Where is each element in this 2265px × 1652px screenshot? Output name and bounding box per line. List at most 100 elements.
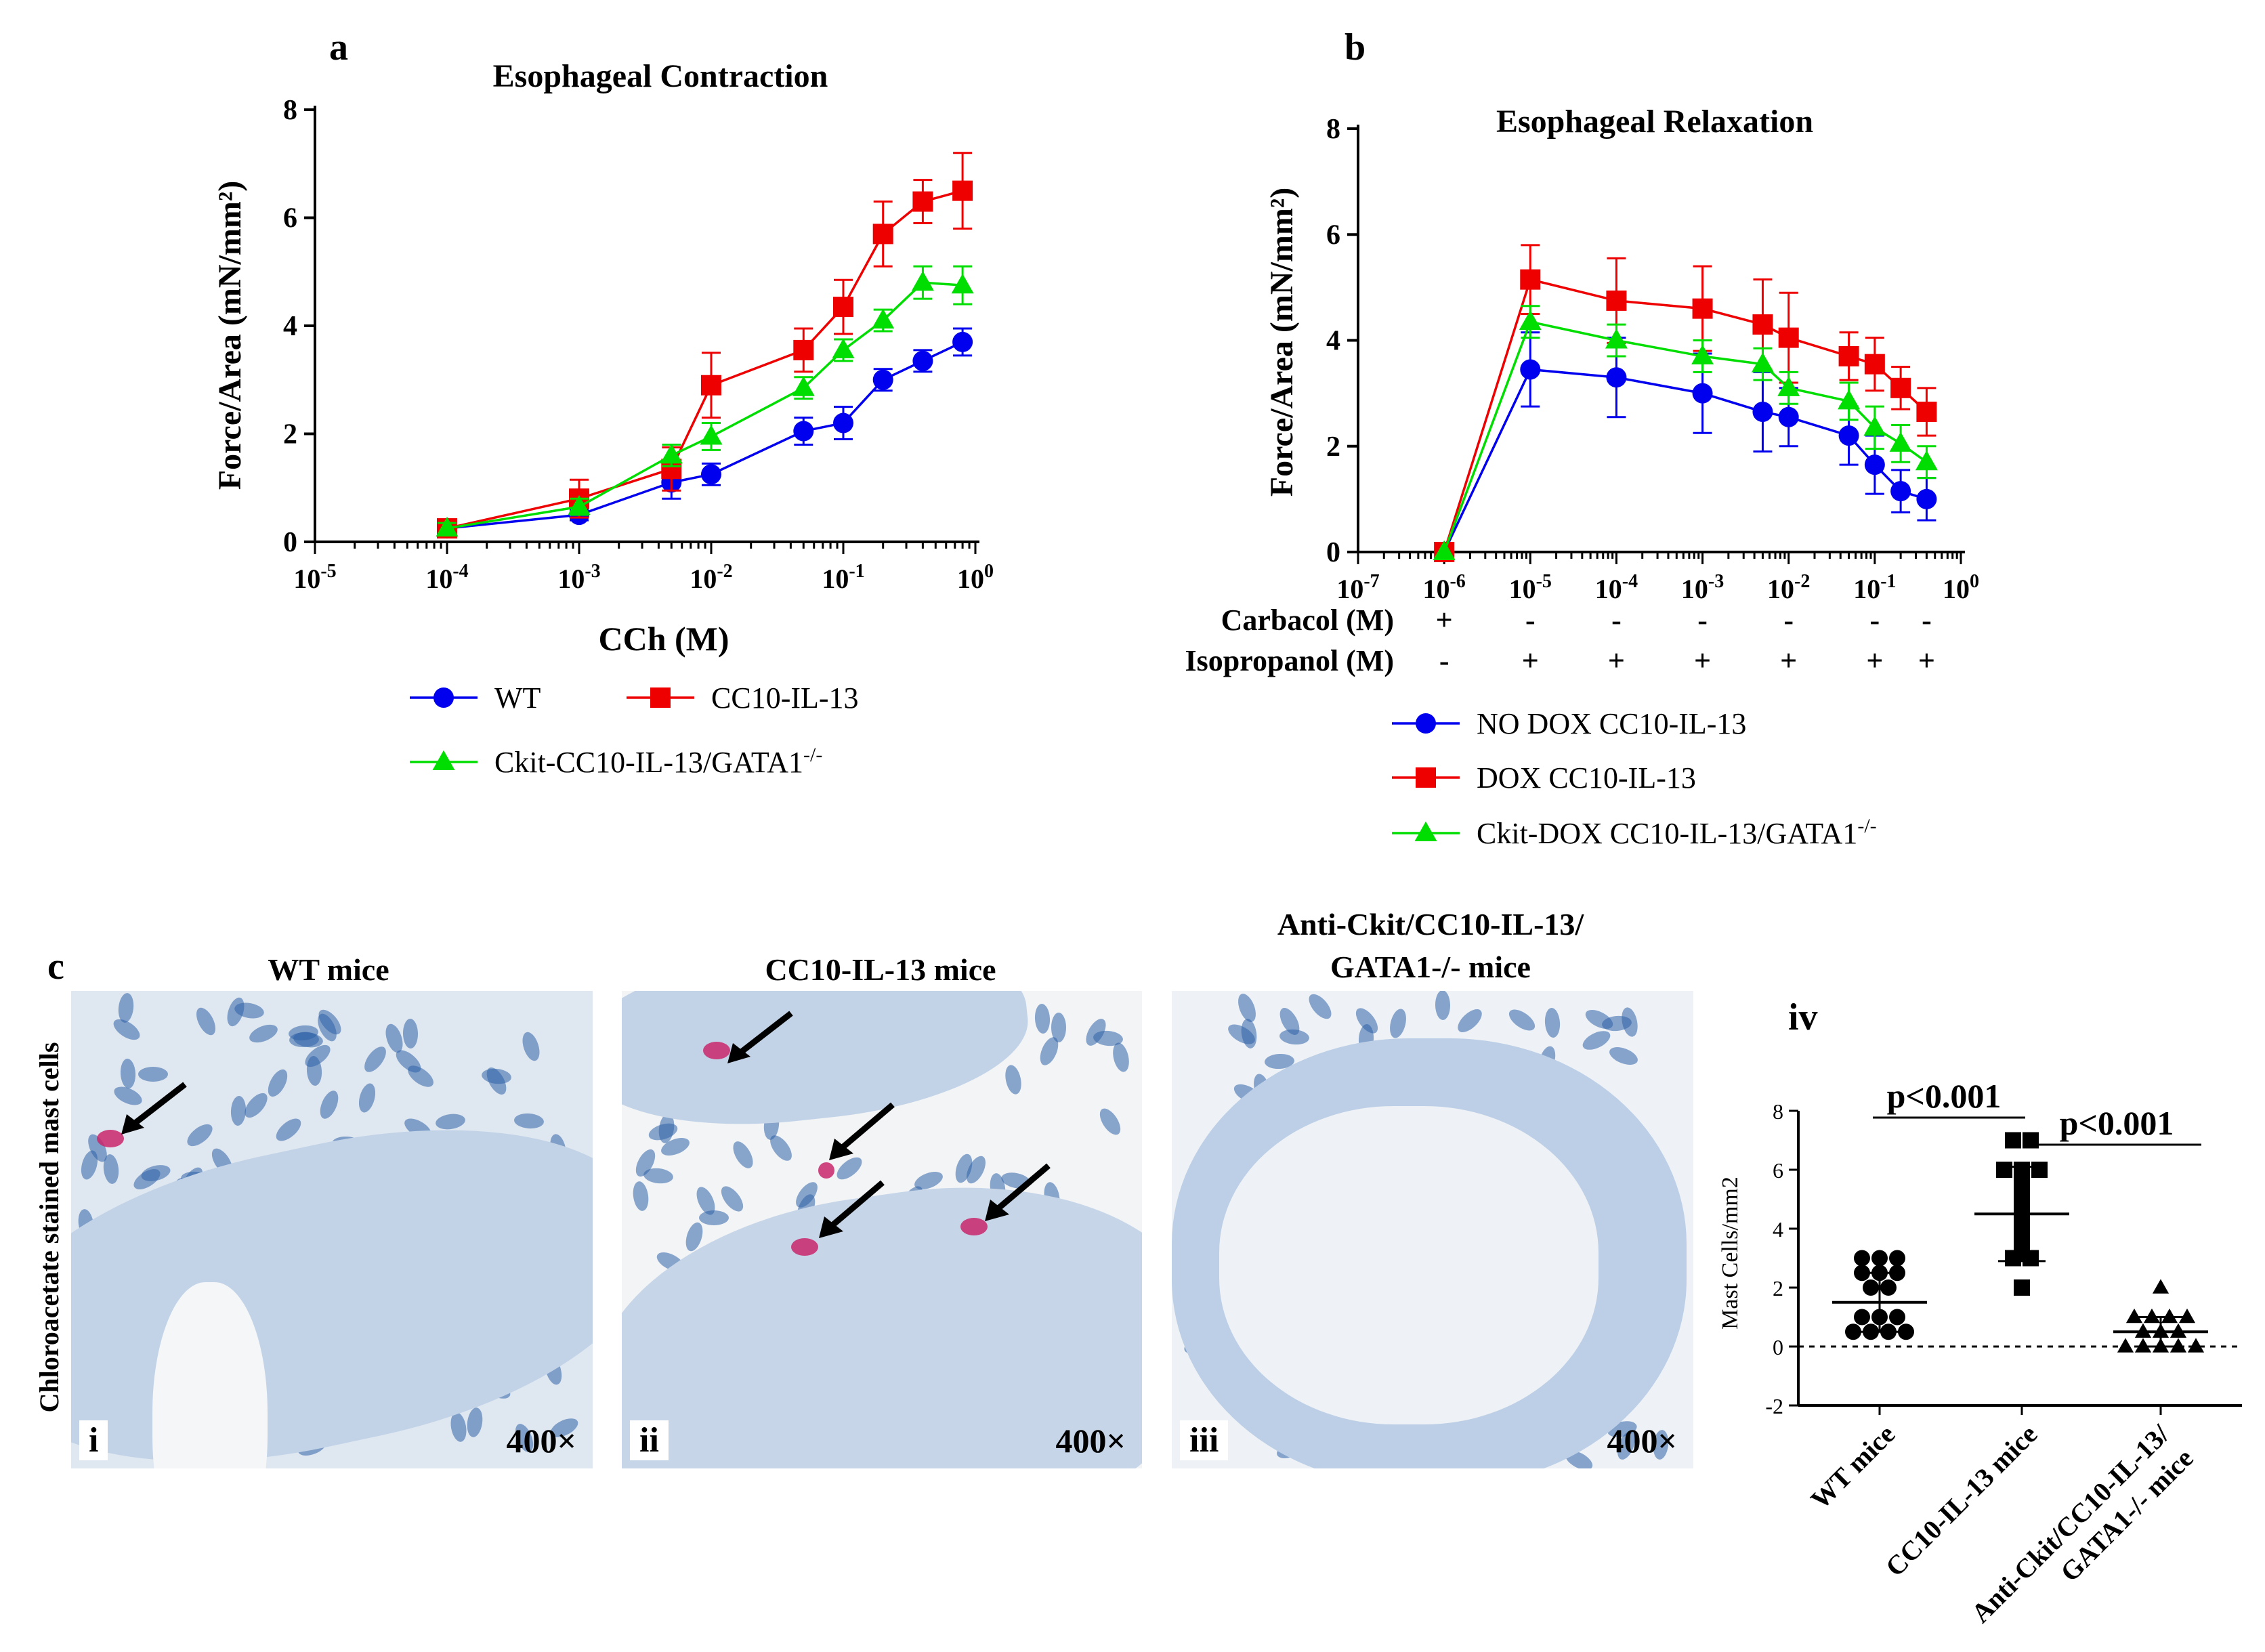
p-value-label: p<0.001 bbox=[2060, 1104, 2174, 1142]
chart-b-conditions: Carbacol (M) + - - - - - - Isopropanol (M) - + + + + +… bbox=[1185, 603, 1935, 677]
legend-label: CC10-IL-13 bbox=[711, 681, 859, 715]
legend-marker bbox=[433, 687, 454, 708]
data-point bbox=[1752, 401, 1773, 422]
condition-sign: - bbox=[1439, 644, 1449, 677]
legend-marker bbox=[1416, 713, 1436, 734]
micrograph-label: i bbox=[79, 1420, 108, 1460]
legend-marker bbox=[432, 750, 455, 770]
data-point bbox=[568, 494, 591, 515]
data-point bbox=[1854, 1250, 1870, 1267]
data-point bbox=[1880, 1279, 1897, 1296]
lumen bbox=[1219, 1106, 1599, 1424]
y-tick-label: 6 bbox=[1326, 219, 1340, 251]
data-point bbox=[1777, 376, 1800, 396]
data-point bbox=[1692, 383, 1713, 404]
condition-sign: + bbox=[1522, 644, 1539, 677]
data-point bbox=[1864, 354, 1885, 375]
x-tick-label: 10-6 bbox=[1422, 571, 1465, 604]
panel-label-c: c bbox=[47, 946, 64, 988]
data-point bbox=[2031, 1162, 2048, 1178]
micrograph-label: ii bbox=[630, 1420, 669, 1460]
y-tick-label: 2 bbox=[1773, 1276, 1783, 1300]
data-point bbox=[1854, 1309, 1870, 1326]
legend-label: Ckit-CC10-IL-13/GATA1-/- bbox=[494, 744, 822, 779]
data-point bbox=[1606, 290, 1627, 311]
data-point bbox=[2178, 1308, 2196, 1323]
data-point bbox=[2152, 1279, 2169, 1294]
y-tick-label: 0 bbox=[1773, 1335, 1783, 1359]
condition-sign: + bbox=[1780, 644, 1797, 677]
series-line bbox=[1443, 278, 1928, 553]
y-tick-label: 8 bbox=[1773, 1099, 1783, 1124]
micrograph-title-wt: WT mice bbox=[268, 952, 389, 987]
data-point bbox=[2023, 1250, 2039, 1267]
micrograph-title-anti-ckit-1: Anti-Ckit/CC10-IL-13/ bbox=[1277, 907, 1585, 941]
y-tick-label: -2 bbox=[1765, 1394, 1783, 1418]
condition-sign: + bbox=[1918, 644, 1935, 677]
x-tick-label: 10-2 bbox=[1767, 571, 1810, 604]
mast-cell bbox=[960, 1218, 988, 1235]
series-line bbox=[1443, 368, 1927, 553]
x-tick-label: 10-5 bbox=[293, 561, 336, 594]
data-point bbox=[2005, 1132, 2021, 1149]
data-point bbox=[912, 191, 933, 212]
condition-sign: - bbox=[1697, 603, 1708, 637]
y-tick-label: 4 bbox=[283, 311, 297, 342]
data-point bbox=[1996, 1162, 2012, 1178]
legend-label: WT bbox=[494, 681, 541, 715]
data-point bbox=[1863, 416, 1886, 436]
y-tick-label: 0 bbox=[1326, 537, 1340, 568]
chart-a-title: Esophageal Contraction bbox=[493, 58, 828, 94]
legend-label: NO DOX CC10-IL-13 bbox=[1477, 707, 1746, 740]
data-point bbox=[2125, 1308, 2143, 1323]
arrow-icon bbox=[121, 1082, 187, 1135]
chart-a-xlabel: CCh (M) bbox=[598, 620, 729, 658]
arrow-icon bbox=[819, 1180, 885, 1238]
data-point bbox=[1519, 310, 1542, 331]
condition-label: Carbacol (M) bbox=[1221, 603, 1394, 637]
micrograph-title-cc10: CC10-IL-13 mice bbox=[765, 952, 996, 987]
x-tick-label: 10-1 bbox=[822, 561, 864, 594]
legend-marker bbox=[650, 687, 671, 708]
data-point bbox=[700, 425, 723, 445]
data-point bbox=[2005, 1250, 2021, 1267]
data-point bbox=[2134, 1338, 2152, 1353]
chart-b-title: Esophageal Relaxation bbox=[1496, 104, 1813, 140]
arrow-icon bbox=[829, 1102, 895, 1160]
condition-sign: - bbox=[1870, 603, 1880, 637]
data-point bbox=[701, 464, 721, 485]
legend-marker bbox=[1414, 821, 1437, 841]
data-point bbox=[2169, 1338, 2187, 1353]
legend-label: DOX CC10-IL-13 bbox=[1477, 761, 1696, 795]
x-tick-label: 100 bbox=[957, 561, 994, 594]
data-point bbox=[701, 375, 721, 396]
data-point bbox=[1778, 327, 1799, 348]
data-point bbox=[2187, 1338, 2205, 1353]
data-point bbox=[793, 339, 814, 360]
series-line bbox=[1443, 320, 1928, 553]
data-point bbox=[911, 270, 934, 291]
data-point bbox=[793, 421, 814, 442]
x-tick-label: 10-5 bbox=[1509, 571, 1552, 604]
data-point bbox=[1605, 329, 1628, 349]
chart-b-legend: NO DOX CC10-IL-13 DOX CC10-IL-13 Ckit-DOX … bbox=[1392, 707, 1877, 850]
chart-a-legend: WT CC10-IL-13 Ckit-CC10-IL-13/GATA1-/- bbox=[410, 681, 859, 779]
data-point bbox=[1863, 1279, 1879, 1296]
data-point bbox=[832, 338, 855, 358]
x-tick-label: 10-2 bbox=[690, 561, 732, 594]
data-point bbox=[1864, 454, 1885, 475]
data-point bbox=[2143, 1308, 2161, 1323]
data-point bbox=[2014, 1279, 2030, 1296]
y-tick-label: 4 bbox=[1773, 1217, 1783, 1242]
data-point bbox=[2161, 1308, 2178, 1323]
lumen-gap bbox=[152, 1282, 268, 1468]
data-point bbox=[833, 297, 853, 318]
chart-b: 0 2 4 6 8 10-7 10-6 10-5 10-4 10-3 10-2 10-1 100 bbox=[1326, 114, 1979, 604]
micrograph-anti-ckit: iii 400× bbox=[1172, 991, 1693, 1468]
condition-sign: - bbox=[1525, 603, 1536, 637]
micrograph-title-anti-ckit-2: GATA1-/- mice bbox=[1330, 950, 1531, 984]
data-point bbox=[1520, 269, 1541, 290]
magnification-label: 400× bbox=[506, 1422, 577, 1460]
data-point bbox=[872, 369, 893, 390]
y-tick-label: 2 bbox=[1326, 431, 1340, 463]
